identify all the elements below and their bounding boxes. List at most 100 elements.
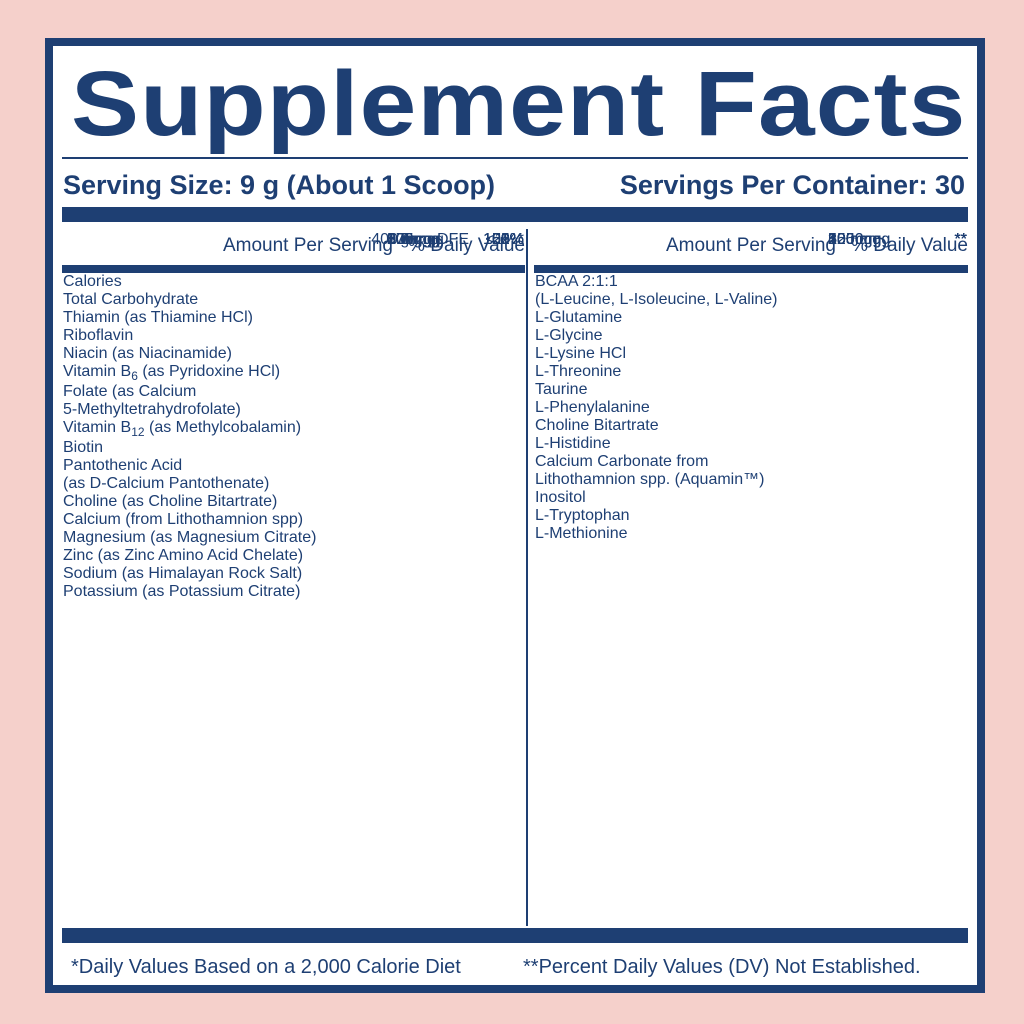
left-table: Amount Per Serving % Daily Value Calorie… (62, 229, 525, 601)
name-line: Pantothenic Acid (63, 457, 183, 475)
footnote: **Percent Daily Values (DV) Not Establis… (523, 956, 921, 978)
row: Inositol 50 mg ** (534, 231, 968, 507)
name-text: Thiamin (as Thiamine HCl) (63, 309, 253, 326)
amount: 1000 mg (828, 231, 891, 248)
daily-value: ** (954, 231, 967, 248)
row: L-Histidine 100 mg ** (534, 231, 968, 453)
name-text: Calcium (from Lithothamnion spp) (63, 511, 304, 529)
name-text: Total Carbohydrate (63, 291, 199, 308)
row: Potassium (as Potassium Citrate) 100 mg 2% (62, 231, 525, 601)
amount: 8 mg (387, 231, 423, 248)
title: Supplement Facts (71, 53, 967, 155)
name-text: Taurine (535, 381, 588, 398)
name-text: Calories (63, 273, 122, 290)
nutrient-name: Vitamin B12 (as Methylcobalamin) (63, 419, 525, 439)
nutrient-name: Vitamin B6 (as Pyridoxine HCl) (63, 363, 525, 383)
nutrient-name: BCAA 2:1:1 (L-Leucine, L-Isoleucine, L-Va… (535, 273, 968, 309)
supplement-label: Supplement Facts Serving Size: 9 g (Abou… (45, 38, 985, 993)
row: L-Threonine 300 mg ** (534, 231, 968, 381)
row: L-Phenylalanine 150 mg ** (534, 231, 968, 417)
name-line: (as D-Calcium Pantothenate) (63, 475, 270, 493)
row: L-Glutamine 1000 mg ** (534, 231, 968, 327)
daily-value: 9% (500, 231, 524, 248)
name-text: L-Glutamine (535, 309, 623, 326)
name-line: (L-Leucine, L-Isoleucine, L-Valine) (535, 291, 778, 308)
daily-value: <1%* (485, 231, 524, 248)
name-text: Inositol (535, 489, 586, 506)
name-text: Vitamin B (63, 419, 132, 437)
daily-value: 1% (500, 231, 524, 248)
nutrient-name: Niacin (as Niacinamide) (63, 345, 525, 363)
name-text: L-Glycine (535, 327, 603, 344)
footnote: *Daily Values Based on a 2,000 Calorie D… (71, 956, 461, 978)
nutrient-name: Riboflavin (63, 327, 525, 345)
nutrient-name: Inositol (535, 489, 968, 507)
amount: 500 mg (828, 231, 882, 248)
row: Folate (as Calcium 5-Methyltetrahydrofola… (62, 231, 525, 419)
name-line: Lithothamnion spp. (Aquamin™) (535, 471, 765, 488)
nutrient-name: Potassium (as Potassium Citrate) (63, 583, 525, 601)
amount: 0.7 mg (387, 231, 436, 248)
row: L-Methionine 10 mg ** (534, 231, 968, 543)
daily-value: 50% (491, 231, 524, 248)
nutrient-name: L-Phenylalanine (535, 399, 968, 417)
amount: 125 mg (828, 231, 882, 248)
daily-value: ** (954, 231, 967, 248)
amount: 10 mg (828, 231, 873, 248)
row: BCAA 2:1:1 (L-Leucine, L-Isoleucine, L-Va… (534, 231, 968, 309)
nutrient-name: L-Glycine (535, 327, 968, 345)
nutrient-name: L-Histidine (535, 435, 968, 453)
nutrient-name: Zinc (as Zinc Amino Acid Chelate) (63, 547, 525, 565)
nutrient-name: L-Methionine (535, 525, 968, 543)
daily-value: 50% (491, 231, 524, 248)
nutrient-name: Calories (63, 273, 525, 291)
row: Taurine 200 mg ** (534, 231, 968, 399)
name-line: Calcium Carbonate from (535, 453, 709, 470)
amount: 100 mg (387, 231, 441, 248)
amount: 2.4 mcg (387, 231, 444, 248)
amount: 30 mcg (387, 231, 440, 248)
amount: 150 mg (828, 231, 882, 248)
amount: 0.6 mg (387, 231, 436, 248)
daily-value: ** (954, 231, 967, 248)
nutrient-name: Sodium (as Himalayan Rock Salt) (63, 565, 525, 583)
subscript: 12 (131, 425, 145, 440)
daily-value: ** (954, 231, 967, 248)
daily-value: 100% (483, 231, 524, 248)
row: Choline (as Choline Bitartrate) 50 mg 9% (62, 231, 525, 511)
row: L-Glycine 500 mg ** (534, 231, 968, 345)
header-dv: % Daily Value (408, 235, 525, 256)
amount: 105 mg (387, 231, 441, 248)
amount: 5 (387, 231, 396, 248)
daily-value: 50% (491, 231, 524, 248)
nutrient-name: L-Glutamine (535, 309, 968, 327)
daily-value: ** (954, 231, 967, 248)
amount: 3 mg (387, 231, 423, 248)
nutrient-name: L-Tryptophan (535, 507, 968, 525)
name-text: Potassium (as Potassium Citrate) (63, 583, 301, 601)
row: Calories 5 (62, 231, 525, 291)
name-text: Vitamin B (63, 363, 132, 380)
daily-value: ** (954, 231, 967, 248)
daily-value: 25% (491, 231, 524, 248)
amount: 6 mg (387, 231, 423, 248)
row: Niacin (as Niacinamide) 8 mg 50% (62, 231, 525, 363)
name-text: L-Lysine HCl (535, 345, 626, 362)
nutrient-name: L-Lysine HCl (535, 345, 968, 363)
subscript: 6 (131, 369, 138, 384)
row: Choline Bitartrate 125 mg ** (534, 231, 968, 435)
daily-value: ** (954, 231, 967, 248)
daily-value: ** (954, 231, 967, 248)
row: L-Lysine HCl 400 mg ** (534, 231, 968, 363)
name-text: Choline Bitartrate (535, 417, 659, 434)
rule (62, 157, 968, 159)
row: Biotin 30 mcg 100% (62, 231, 525, 457)
header-amount: Amount Per Serving (665, 235, 836, 256)
name-text: Choline (as Choline Bitartrate) (63, 493, 278, 511)
amount: 40 mg (828, 231, 873, 248)
name-line: Folate (as Calcium (63, 383, 197, 401)
daily-value: 2% (500, 231, 524, 248)
rule (62, 928, 968, 943)
nutrient-name: Choline (as Choline Bitartrate) (63, 493, 525, 511)
name-text: L-Methionine (535, 525, 628, 542)
